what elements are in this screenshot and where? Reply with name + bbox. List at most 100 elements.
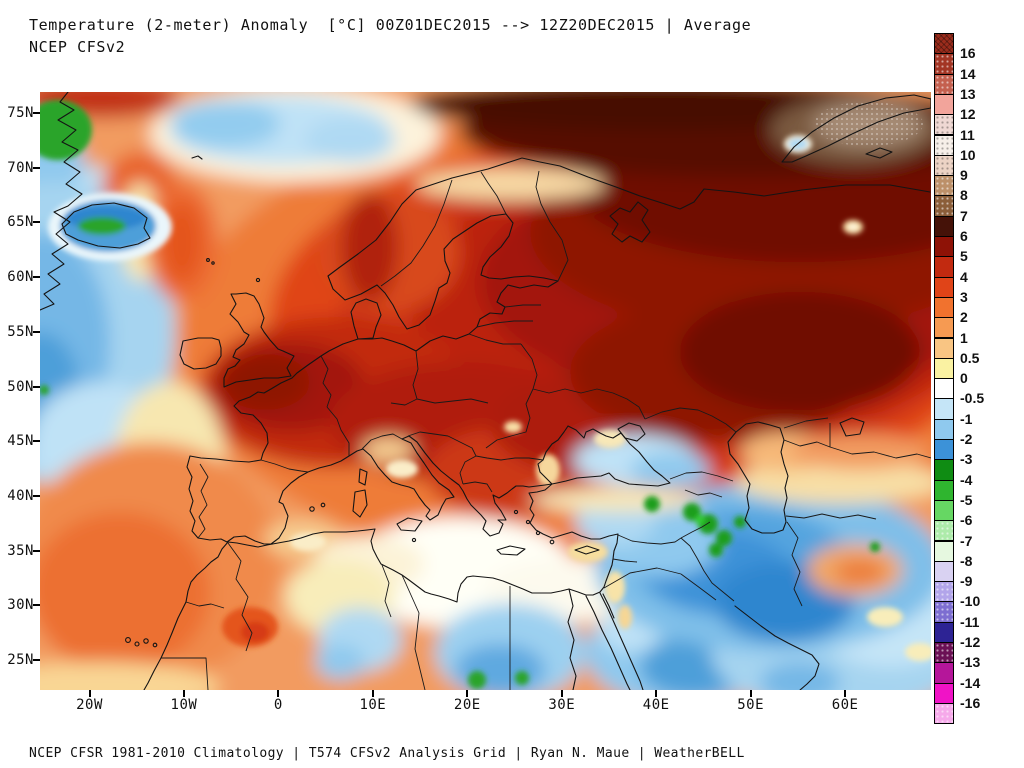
colorbar-tick-label: -7 — [960, 532, 973, 549]
lat-tick-label: 70N — [7, 159, 34, 176]
lat-tick-mark — [33, 166, 40, 169]
colorbar-tick-label: 16 — [960, 45, 976, 62]
colorbar-cell — [934, 560, 954, 583]
coastlines — [40, 92, 931, 690]
colorbar-tick-label: -16 — [960, 694, 981, 711]
lat-tick-mark — [33, 385, 40, 388]
footer-credit: NCEP CFSR 1981-2010 Climatology | T574 C… — [29, 746, 745, 761]
colorbar-tick-label: 7 — [960, 207, 968, 224]
map-title: Temperature (2-meter) Anomaly [°C] 00Z01… — [29, 16, 752, 34]
colorbar-cell — [934, 499, 954, 522]
lat-tick-mark — [33, 330, 40, 333]
colorbar-cell — [934, 662, 954, 684]
colorbar-cell — [934, 682, 954, 704]
colorbar-cell — [934, 154, 954, 177]
colorbar-cell — [934, 236, 954, 258]
lat-tick-label: 50N — [7, 378, 34, 395]
colorbar-cell — [934, 398, 954, 420]
colorbar-tick-label: -1 — [960, 410, 973, 427]
lat-tick-label: 40N — [7, 487, 34, 504]
colorbar-cell — [934, 114, 954, 136]
colorbar-cell — [934, 256, 954, 278]
lat-tick-label: 30N — [7, 597, 34, 614]
colorbar-tick-label: -3 — [960, 451, 973, 468]
colorbar-tick-label: -4 — [960, 471, 973, 488]
colorbar-tick-label: 0 — [960, 370, 968, 387]
lat-tick-label: 55N — [7, 323, 34, 340]
lon-tick-label: 10E — [359, 697, 387, 713]
colorbar-tick-label: 14 — [960, 65, 976, 82]
lon-tick-mark — [655, 690, 658, 697]
lon-tick-label: 40E — [642, 697, 670, 713]
lat-tick-label: 60N — [7, 269, 34, 286]
colorbar-cell — [934, 418, 954, 440]
colorbar-cell — [934, 357, 954, 380]
colorbar-tick-label: -9 — [960, 573, 973, 590]
colorbar-cell — [934, 195, 954, 217]
anomaly-shading — [40, 92, 931, 690]
colorbar-tick-label: 13 — [960, 85, 976, 102]
colorbar-tick-label: 12 — [960, 106, 976, 123]
colorbar-cell — [934, 33, 954, 55]
lat-tick-mark — [33, 604, 40, 607]
lat-tick-label: 75N — [7, 105, 34, 121]
lat-tick-mark — [33, 221, 40, 224]
lon-tick-mark — [749, 690, 752, 697]
lat-tick-mark — [33, 112, 40, 114]
colorbar-tick-label: -13 — [960, 654, 981, 671]
lat-tick-mark — [33, 494, 40, 497]
colorbar-tick-label: 4 — [960, 268, 968, 285]
anomaly-field-svg — [40, 92, 931, 690]
lon-tick-mark — [88, 690, 91, 697]
colorbar-cell — [934, 520, 954, 542]
colorbar-cell — [934, 439, 954, 461]
colorbar-tick-label: 10 — [960, 146, 976, 163]
colorbar-tick-label: 11 — [960, 126, 975, 143]
lon-tick-mark — [277, 690, 280, 697]
lat-tick-label: 65N — [7, 214, 34, 231]
colorbar-tick-label: -12 — [960, 634, 981, 650]
colorbar-tick-label: 6 — [960, 228, 968, 244]
lon-tick-label: 20W — [76, 697, 103, 713]
colorbar-tick-label: 1 — [960, 329, 968, 346]
colorbar-cell — [934, 642, 954, 664]
colorbar-cell — [934, 540, 954, 562]
colorbar-cell — [934, 296, 954, 319]
lat-tick-mark — [33, 659, 40, 661]
lat-tick-mark — [33, 276, 40, 279]
colorbar-cell — [934, 276, 954, 298]
lon-tick-mark — [560, 690, 563, 697]
map-subtitle-model: NCEP CFSv2 — [29, 38, 126, 56]
colorbar-cell — [934, 479, 954, 501]
lon-tick-mark — [844, 690, 847, 697]
colorbar-tick-label: 5 — [960, 248, 968, 265]
colorbar-cell — [934, 175, 954, 197]
colorbar-tick-label: -6 — [960, 512, 973, 529]
colorbar-cell — [934, 459, 954, 481]
colorbar-cell — [934, 53, 954, 75]
lat-tick-label: 25N — [7, 652, 34, 668]
lat-tick-mark — [33, 549, 40, 552]
colorbar-cell — [934, 621, 954, 643]
colorbar-tick-label: -14 — [960, 674, 981, 691]
colorbar-cell — [934, 337, 954, 359]
colorbar-tick-label: 2 — [960, 309, 968, 326]
lon-tick-mark — [371, 690, 374, 697]
colorbar-tick-label: 8 — [960, 187, 968, 204]
lat-tick-label: 45N — [7, 433, 34, 450]
colorbar-tick-label: 3 — [960, 288, 968, 305]
colorbar-cell — [934, 581, 954, 603]
lon-tick-label: 30E — [548, 697, 576, 713]
colorbar-tick-label: -11 — [960, 613, 980, 630]
colorbar-cell — [934, 215, 954, 237]
colorbar-tick-label: -5 — [960, 491, 973, 508]
lon-tick-mark — [182, 690, 185, 697]
colorbar-cell — [934, 134, 954, 156]
lon-tick-label: 20E — [453, 697, 481, 713]
colorbar-tick-label: 0.5 — [960, 349, 980, 366]
country-borders — [161, 170, 931, 690]
colorbar-cell — [934, 601, 954, 623]
colorbar-cell — [934, 378, 954, 400]
lon-tick-label: 0 — [273, 697, 283, 713]
